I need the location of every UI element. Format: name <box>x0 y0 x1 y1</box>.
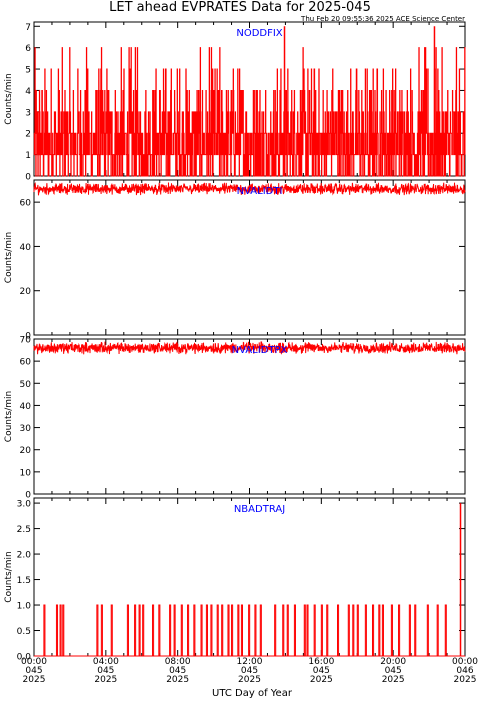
x-tick-label: 2025 <box>23 675 46 685</box>
x-tick-label: 2025 <box>382 675 405 685</box>
panel-1: 0 1 2 3 4 5 6 7 Counts/min NODDFIX <box>4 21 466 183</box>
x-tick-label: 00:00 <box>21 657 47 667</box>
y-tick-label: 0.5 <box>17 627 31 637</box>
y-tick-label: 60 <box>20 358 32 368</box>
x-tick-label: 2025 <box>238 675 261 685</box>
y-tick-label: 3 <box>25 108 31 118</box>
series-line <box>34 604 465 657</box>
y-axis-label: Counts/min <box>4 551 14 602</box>
panel-frame <box>33 179 466 336</box>
chart-title: LET ahead EVPRATES Data for 2025-045 <box>109 0 371 15</box>
y-tick-label: 40 <box>20 402 32 412</box>
timestamp-label: Thu Feb 20 09:55:36 2025 ACE Science Cen… <box>300 15 465 23</box>
x-tick-label: 045 <box>169 666 186 676</box>
y-axis-label: Counts/min <box>4 73 14 124</box>
y-tick-label: 20 <box>20 446 32 456</box>
x-tick-label: 045 <box>241 666 258 676</box>
x-tick-label: 12:00 <box>237 657 263 667</box>
y-axis-label: Counts/min <box>4 232 14 283</box>
y-tick-label: 0 <box>25 332 31 342</box>
y-tick-label: 6 <box>25 44 31 54</box>
x-axis-ticks: 00:00045202504:00045202508:00045202512:0… <box>21 657 478 685</box>
x-tick-label: 045 <box>97 666 114 676</box>
series-line <box>33 47 466 177</box>
y-tick-label: 3.0 <box>17 500 32 510</box>
y-tick-label: 2 <box>25 130 31 140</box>
y-tick-label: 0 <box>25 491 31 501</box>
series-line <box>33 182 466 196</box>
series-label: NODDFIX <box>236 28 282 39</box>
x-tick-label: 045 <box>25 666 42 676</box>
y-tick-label: 40 <box>20 243 32 253</box>
panels-group: 0 1 2 3 4 5 6 7 Counts/min NODDFIX 0 20 40 60 Counts/m… <box>4 21 466 663</box>
x-tick-label: 08:00 <box>165 657 191 667</box>
y-tick-label: 70 <box>20 336 32 346</box>
series-line <box>33 340 466 355</box>
y-tick-label: 2.5 <box>17 525 31 535</box>
x-tick-label: 2025 <box>166 675 189 685</box>
series-label: NVALIDTI <box>237 186 283 197</box>
x-tick-label: 2025 <box>454 675 477 685</box>
x-tick-label: 2025 <box>310 675 333 685</box>
y-tick-label: 30 <box>20 424 32 434</box>
panel-2: 0 20 40 60 Counts/min NVALIDTI <box>4 179 466 342</box>
panel-3: 0 10 20 30 40 50 60 70 Counts/min NVALIDTPX <box>4 336 466 501</box>
y-tick-label: 50 <box>20 380 32 390</box>
series-label: NVALIDTPX <box>232 345 288 356</box>
x-tick-label: 04:00 <box>93 657 119 667</box>
x-tick-label: 045 <box>385 666 402 676</box>
x-axis-title: UTC Day of Year <box>212 688 293 699</box>
x-tick-label: 20:00 <box>380 657 406 667</box>
y-tick-label: 2.0 <box>17 551 32 561</box>
y-tick-label: 20 <box>20 287 32 297</box>
y-tick-label: 0 <box>25 173 31 183</box>
y-tick-label: 60 <box>20 199 32 209</box>
panel-4: 0.0 0.5 1.0 1.5 2.0 2.5 3.0 Counts/min NBADTRAJ <box>4 497 466 663</box>
y-tick-label: 10 <box>20 468 32 478</box>
x-tick-label: 00:00 <box>452 657 478 667</box>
y-tick-label: 7 <box>25 23 31 33</box>
y-tick-label: 1.0 <box>17 602 32 612</box>
y-tick-label: 1.5 <box>17 576 31 586</box>
panel-frame <box>33 338 466 495</box>
y-tick-label: 1 <box>25 151 31 161</box>
x-tick-label: 2025 <box>94 675 117 685</box>
x-tick-label: 16:00 <box>308 657 334 667</box>
y-tick-label: 5 <box>25 66 31 76</box>
x-tick-label: 045 <box>313 666 330 676</box>
series-label: NBADTRAJ <box>234 504 285 515</box>
y-axis-label: Counts/min <box>4 391 14 442</box>
y-tick-label: 4 <box>25 87 31 97</box>
x-tick-label: 046 <box>456 666 473 676</box>
y-tick-label: 0.0 <box>17 653 32 663</box>
